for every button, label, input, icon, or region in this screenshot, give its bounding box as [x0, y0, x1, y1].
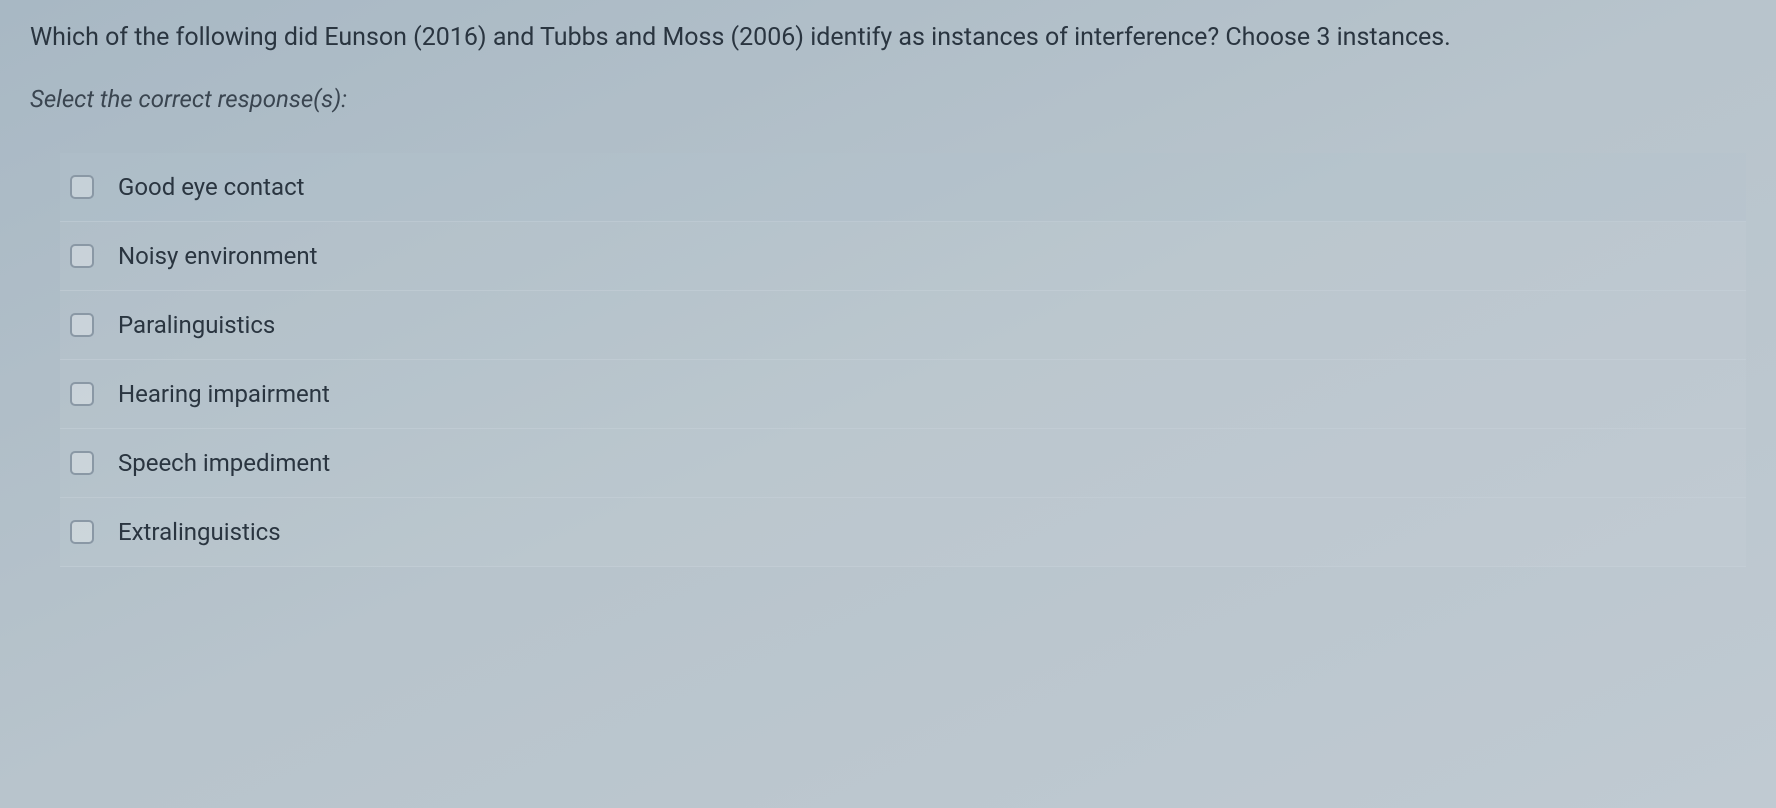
option-row[interactable]: Hearing impairment [60, 360, 1746, 429]
checkbox-icon[interactable] [70, 451, 94, 475]
option-row[interactable]: Speech impediment [60, 429, 1746, 498]
checkbox-icon[interactable] [70, 382, 94, 406]
option-label[interactable]: Good eye contact [118, 173, 305, 201]
instruction-text: Select the correct response(s): [30, 85, 1746, 113]
option-label[interactable]: Speech impediment [118, 449, 330, 477]
option-label[interactable]: Hearing impairment [118, 380, 330, 408]
option-row[interactable]: Noisy environment [60, 222, 1746, 291]
option-row[interactable]: Extralinguistics [60, 498, 1746, 567]
checkbox-icon[interactable] [70, 175, 94, 199]
checkbox-icon[interactable] [70, 520, 94, 544]
option-row[interactable]: Good eye contact [60, 153, 1746, 222]
option-label[interactable]: Extralinguistics [118, 518, 281, 546]
checkbox-icon[interactable] [70, 244, 94, 268]
question-text: Which of the following did Eunson (2016)… [30, 20, 1746, 55]
option-label[interactable]: Paralinguistics [118, 311, 275, 339]
option-label[interactable]: Noisy environment [118, 242, 318, 270]
options-list: Good eye contact Noisy environment Paral… [30, 153, 1746, 567]
option-row[interactable]: Paralinguistics [60, 291, 1746, 360]
checkbox-icon[interactable] [70, 313, 94, 337]
